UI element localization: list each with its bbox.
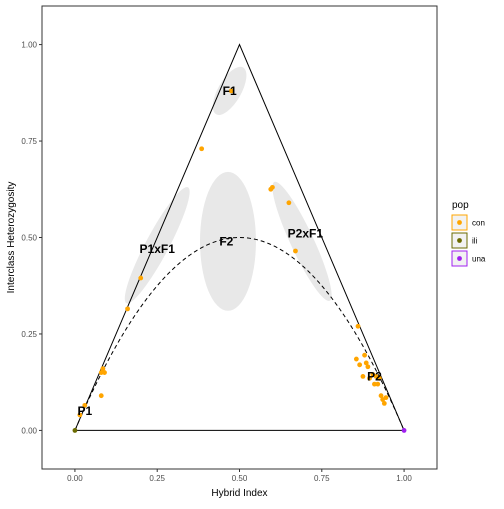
- point-con: [199, 146, 205, 152]
- point-con: [77, 412, 83, 418]
- point-con: [372, 381, 377, 387]
- y-tick-label: 0.50: [21, 234, 37, 243]
- legend-swatch-con: [457, 220, 462, 225]
- y-tick-label: 0.00: [21, 426, 37, 435]
- legend-swatch-ili: [457, 238, 462, 243]
- region-label-f1: F1: [223, 84, 237, 98]
- y-axis-title: Interclass Heterozygosity: [6, 182, 17, 294]
- point-con: [375, 381, 381, 387]
- region-label-p1xf1: P1xF1: [140, 242, 176, 256]
- axes: Hybrid Index Interclass Heterozygosity 0…: [6, 41, 412, 499]
- legend-swatch-una: [457, 256, 462, 261]
- point-con: [228, 88, 234, 94]
- y-tick-label: 0.75: [21, 137, 37, 146]
- point-con: [138, 275, 144, 281]
- point-con: [355, 323, 361, 329]
- point-con: [82, 402, 88, 408]
- point-con: [98, 393, 104, 399]
- x-tick-label: 0.50: [232, 474, 248, 483]
- point-con: [293, 248, 298, 254]
- point-con: [383, 395, 389, 401]
- x-tick-label: 0.75: [314, 474, 330, 483]
- region-f2-ellipse: [200, 171, 256, 311]
- region-label-p2: P2: [367, 369, 382, 383]
- legend: pop con ili una: [451, 200, 486, 267]
- y-tick-label: 1.00: [21, 41, 37, 50]
- x-tick-label: 0.00: [67, 474, 83, 483]
- point-con: [98, 370, 104, 375]
- x-tick-label: 0.25: [149, 474, 165, 483]
- point-con: [381, 401, 387, 406]
- point-ili: [72, 428, 78, 433]
- triangle-lines: [74, 43, 405, 431]
- point-con: [125, 306, 130, 312]
- legend-title: pop: [452, 200, 469, 211]
- region-label-p1: P1: [77, 404, 92, 418]
- y-tick-label: 0.25: [21, 330, 37, 339]
- point-con: [353, 356, 359, 362]
- point-con: [362, 352, 367, 358]
- point-con: [367, 375, 372, 381]
- legend-label-una: una: [472, 255, 486, 264]
- data-points: [72, 88, 407, 433]
- x-axis-title: Hybrid Index: [211, 488, 267, 499]
- region-p2xf1-ellipse: [272, 181, 332, 302]
- point-con: [360, 374, 366, 379]
- region-label-f2: F2: [219, 234, 233, 248]
- legend-label-con: con: [472, 219, 485, 228]
- point-con: [363, 360, 369, 366]
- hwe-parabola: [74, 236, 405, 431]
- region-label-p2xf1: P2xF1: [288, 227, 324, 241]
- legend-label-ili: ili: [472, 237, 478, 246]
- point-con: [102, 370, 107, 375]
- point-con: [373, 374, 379, 379]
- point-con: [286, 200, 292, 206]
- point-con: [100, 366, 106, 372]
- point-con: [378, 393, 384, 399]
- triangle-outline: [74, 43, 405, 431]
- point-con: [357, 362, 363, 368]
- region-labels: F1 F2 P1xF1 P2xF1 P1 P2: [77, 84, 382, 418]
- x-tick-label: 1.00: [396, 474, 412, 483]
- point-con: [365, 364, 371, 370]
- point-con: [268, 186, 274, 192]
- point-una: [401, 428, 407, 433]
